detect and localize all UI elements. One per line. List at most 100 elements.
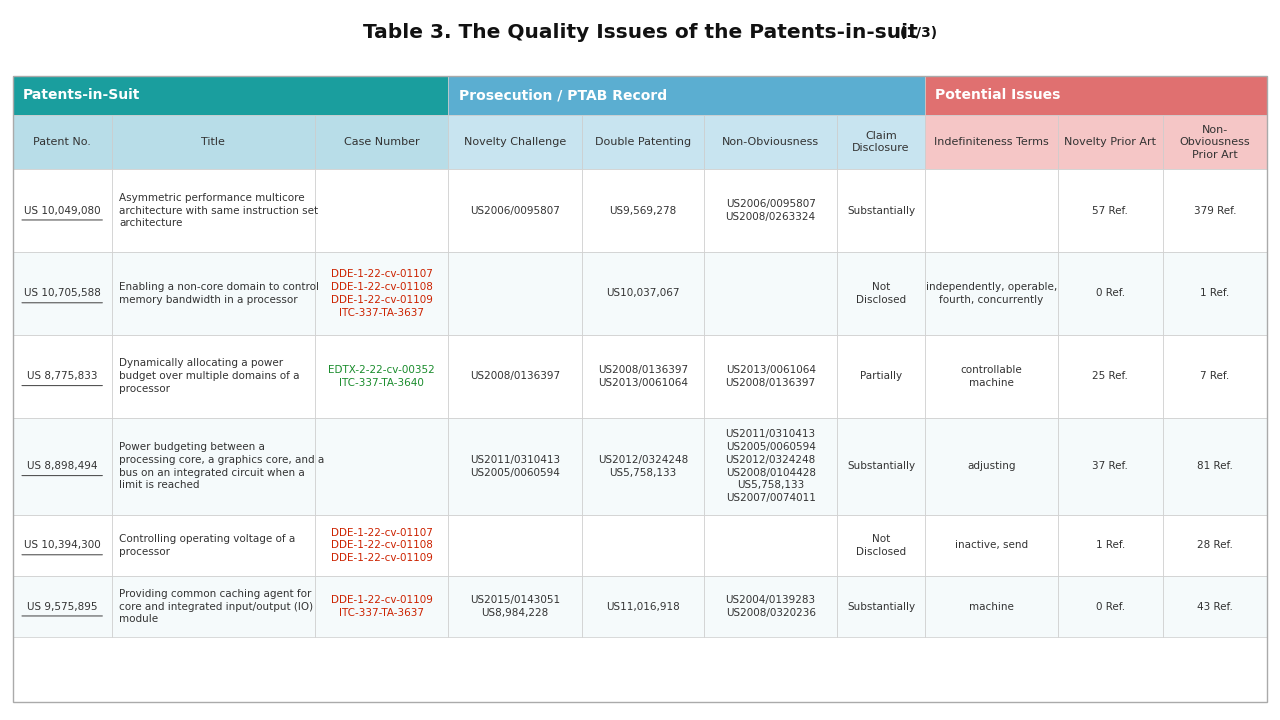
Bar xyxy=(582,115,704,169)
Bar xyxy=(1059,169,1162,252)
Text: Partially: Partially xyxy=(860,372,902,381)
Text: Asymmetric performance multicore
architecture with same instruction set
architec: Asymmetric performance multicore archite… xyxy=(119,193,319,228)
Text: Novelty Prior Art: Novelty Prior Art xyxy=(1065,138,1156,147)
Bar xyxy=(315,252,448,335)
Text: 81 Ref.: 81 Ref. xyxy=(1197,462,1233,471)
Text: US2006/0095807
US2008/0263324: US2006/0095807 US2008/0263324 xyxy=(726,199,815,222)
Text: 379 Ref.: 379 Ref. xyxy=(1194,206,1236,215)
Text: US 8,775,833: US 8,775,833 xyxy=(27,372,97,381)
Bar xyxy=(1162,169,1267,252)
Bar xyxy=(1059,335,1162,418)
Bar xyxy=(315,335,448,418)
Bar xyxy=(704,576,837,637)
Bar xyxy=(837,169,924,252)
Text: 25 Ref.: 25 Ref. xyxy=(1092,372,1129,381)
Bar xyxy=(111,418,315,515)
Text: Substantially: Substantially xyxy=(847,206,915,215)
Text: 57 Ref.: 57 Ref. xyxy=(1092,206,1129,215)
Text: US2011/0310413
US2005/0060594: US2011/0310413 US2005/0060594 xyxy=(470,455,561,477)
Text: Case Number: Case Number xyxy=(344,138,420,147)
Bar xyxy=(13,252,111,335)
Text: Prosecution / PTAB Record: Prosecution / PTAB Record xyxy=(458,89,667,102)
Text: DDE-1-22-cv-01107
DDE-1-22-cv-01108
DDE-1-22-cv-01109
ITC-337-TA-3637: DDE-1-22-cv-01107 DDE-1-22-cv-01108 DDE-… xyxy=(330,269,433,318)
Text: Power budgeting between a
processing core, a graphics core, and a
bus on an inte: Power budgeting between a processing cor… xyxy=(119,442,324,490)
Bar xyxy=(924,115,1059,169)
Text: adjusting: adjusting xyxy=(968,462,1015,471)
Text: Title: Title xyxy=(201,138,225,147)
Bar xyxy=(1059,515,1162,576)
Text: US2015/0143051
US8,984,228: US2015/0143051 US8,984,228 xyxy=(470,595,561,618)
Bar xyxy=(111,115,315,169)
Bar xyxy=(13,76,448,115)
Text: US2004/0139283
US2008/0320236: US2004/0139283 US2008/0320236 xyxy=(726,595,815,618)
Bar xyxy=(924,418,1059,515)
Text: US2013/0061064
US2008/0136397: US2013/0061064 US2008/0136397 xyxy=(726,365,815,387)
Bar xyxy=(582,252,704,335)
Bar xyxy=(13,76,1267,702)
Bar xyxy=(448,576,582,637)
Text: 0 Ref.: 0 Ref. xyxy=(1096,602,1125,611)
Bar xyxy=(837,335,924,418)
Text: Double Patenting: Double Patenting xyxy=(595,138,691,147)
Bar xyxy=(837,576,924,637)
Text: DDE-1-22-cv-01107
DDE-1-22-cv-01108
DDE-1-22-cv-01109: DDE-1-22-cv-01107 DDE-1-22-cv-01108 DDE-… xyxy=(330,528,433,563)
Bar xyxy=(1162,335,1267,418)
Text: Non-
Obviousness
Prior Art: Non- Obviousness Prior Art xyxy=(1180,125,1251,160)
Text: DDE-1-22-cv-01109
ITC-337-TA-3637: DDE-1-22-cv-01109 ITC-337-TA-3637 xyxy=(330,595,433,618)
Text: machine: machine xyxy=(969,602,1014,611)
Bar xyxy=(1059,418,1162,515)
Bar xyxy=(704,418,837,515)
Text: Providing common caching agent for
core and integrated input/output (IO)
module: Providing common caching agent for core … xyxy=(119,589,314,624)
Bar xyxy=(13,335,111,418)
Text: US2012/0324248
US5,758,133: US2012/0324248 US5,758,133 xyxy=(598,455,689,477)
Bar xyxy=(315,169,448,252)
Bar xyxy=(1059,252,1162,335)
Bar xyxy=(582,169,704,252)
Bar xyxy=(111,576,315,637)
Text: US 9,575,895: US 9,575,895 xyxy=(27,602,97,611)
Text: US 8,898,494: US 8,898,494 xyxy=(27,462,97,471)
Text: 43 Ref.: 43 Ref. xyxy=(1197,602,1233,611)
Bar xyxy=(448,169,582,252)
Bar xyxy=(582,418,704,515)
Bar xyxy=(1162,115,1267,169)
Text: US2008/0136397: US2008/0136397 xyxy=(470,372,561,381)
Text: Claim
Disclosure: Claim Disclosure xyxy=(852,131,910,153)
Text: (1/3): (1/3) xyxy=(895,26,937,40)
Text: US 10,705,588: US 10,705,588 xyxy=(24,289,101,298)
Bar xyxy=(1162,252,1267,335)
Text: 7 Ref.: 7 Ref. xyxy=(1201,372,1230,381)
Bar xyxy=(111,252,315,335)
Text: US2006/0095807: US2006/0095807 xyxy=(470,206,561,215)
Text: US2011/0310413
US2005/0060594
US2012/0324248
US2008/0104428
US5,758,133
US2007/0: US2011/0310413 US2005/0060594 US2012/032… xyxy=(726,429,815,503)
Bar xyxy=(111,169,315,252)
Bar xyxy=(111,335,315,418)
Bar xyxy=(582,515,704,576)
Bar xyxy=(924,76,1267,115)
Text: inactive, send: inactive, send xyxy=(955,541,1028,550)
Bar xyxy=(1059,576,1162,637)
Bar xyxy=(704,515,837,576)
Bar xyxy=(111,515,315,576)
Bar xyxy=(13,115,111,169)
Text: Table 3. The Quality Issues of the Patents-in-suit: Table 3. The Quality Issues of the Paten… xyxy=(362,23,918,42)
Bar xyxy=(1162,418,1267,515)
Bar xyxy=(448,115,582,169)
Text: independently, operable,
fourth, concurrently: independently, operable, fourth, concurr… xyxy=(925,282,1057,305)
Text: Non-Obviousness: Non-Obviousness xyxy=(722,138,819,147)
Text: Dynamically allocating a power
budget over multiple domains of a
processor: Dynamically allocating a power budget ov… xyxy=(119,359,300,394)
Bar xyxy=(582,576,704,637)
Bar xyxy=(13,418,111,515)
Text: 28 Ref.: 28 Ref. xyxy=(1197,541,1233,550)
Bar xyxy=(582,335,704,418)
Bar xyxy=(924,252,1059,335)
Text: EDTX-2-22-cv-00352
ITC-337-TA-3640: EDTX-2-22-cv-00352 ITC-337-TA-3640 xyxy=(328,365,435,387)
Bar xyxy=(448,76,924,115)
Text: 37 Ref.: 37 Ref. xyxy=(1092,462,1129,471)
Bar xyxy=(704,115,837,169)
Text: Not
Disclosed: Not Disclosed xyxy=(856,534,906,557)
Text: US9,569,278: US9,569,278 xyxy=(609,206,677,215)
Bar xyxy=(924,335,1059,418)
Bar xyxy=(924,515,1059,576)
Text: Substantially: Substantially xyxy=(847,462,915,471)
